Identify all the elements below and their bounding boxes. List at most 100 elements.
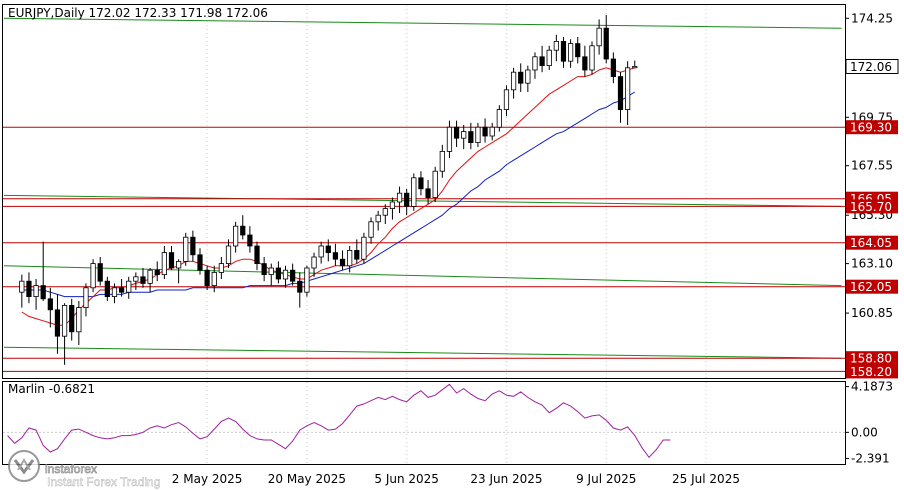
candle-body: [218, 263, 224, 273]
candle-body: [375, 214, 381, 223]
candle-body: [325, 245, 331, 253]
level-label: 165.70: [850, 200, 892, 214]
level-label-box: [846, 364, 898, 379]
candle-body: [47, 298, 53, 311]
candle: [304, 265, 310, 297]
candle-body: [147, 269, 153, 284]
candle: [339, 250, 346, 271]
candle-body: [197, 254, 203, 271]
candle: [19, 274, 25, 308]
current-price-box: [845, 58, 899, 74]
candle-body: [233, 225, 239, 247]
candle-body: [183, 236, 189, 262]
candle: [553, 34, 559, 62]
watermark-brand: instaforex: [45, 462, 97, 476]
candle: [54, 294, 61, 354]
candle: [632, 60, 638, 69]
candle-body: [290, 269, 296, 282]
candle: [425, 180, 431, 205]
candle-body: [161, 252, 167, 276]
candle: [83, 283, 89, 317]
candle-body: [275, 267, 282, 280]
candle-body: [617, 76, 624, 110]
candle-body: [76, 307, 82, 333]
level-label-box: [846, 199, 898, 214]
marlin-pane-frame: [2, 381, 846, 465]
candle-body: [396, 192, 403, 203]
candle-body: [190, 236, 196, 256]
candle: [111, 283, 118, 304]
level-label: 164.05: [850, 236, 892, 250]
candle-body: [575, 43, 581, 58]
candle: [126, 276, 132, 299]
candle-body: [282, 269, 289, 280]
candle: [90, 259, 96, 293]
candle-body: [168, 252, 175, 269]
candle: [468, 122, 474, 150]
candle: [411, 173, 417, 211]
candle: [133, 272, 139, 290]
candle-body: [361, 236, 367, 260]
candle: [503, 85, 510, 117]
level-label: 158.20: [850, 365, 892, 379]
indicator-label: Marlin -0.6821: [8, 382, 95, 396]
candle: [240, 215, 246, 240]
candle-body: [582, 56, 588, 71]
trend-line: [3, 265, 842, 287]
candle-body: [297, 280, 303, 293]
candle: [525, 65, 531, 92]
candle: [332, 243, 339, 266]
candle: [104, 276, 110, 301]
marlin-line: [7, 383, 671, 459]
candle: [567, 39, 574, 68]
candle: [40, 241, 46, 301]
candle: [97, 257, 103, 286]
candle-body: [425, 188, 431, 199]
candle: [69, 298, 75, 341]
trend-line: [3, 17, 842, 29]
ma-slow-line: [21, 91, 636, 298]
candle: [225, 239, 232, 268]
candle: [539, 45, 545, 73]
marlin-pane: 4.1873 0.00 -2.391: [2, 380, 893, 465]
candle-body: [404, 192, 410, 207]
x-tick-label: 23 Jun 2025: [470, 472, 542, 486]
candle-body: [318, 245, 324, 258]
candle: [347, 246, 353, 273]
candle: [389, 197, 396, 220]
candle: [282, 265, 289, 288]
candle-body: [518, 71, 524, 84]
candle: [325, 239, 331, 262]
candle-body: [632, 66, 638, 69]
candle: [603, 15, 609, 64]
candle: [482, 118, 488, 143]
x-tick-label: 20 May 2025: [268, 472, 346, 486]
candle: [375, 210, 381, 231]
candle-body: [61, 304, 68, 337]
candle-body: [126, 280, 132, 293]
candle: [233, 221, 239, 253]
x-tick-label: 5 Jun 2025: [374, 472, 439, 486]
candle: [439, 144, 445, 178]
candle: [118, 279, 125, 297]
candle: [140, 268, 146, 288]
candle: [361, 232, 367, 264]
trend-line: [3, 194, 842, 207]
candle: [204, 265, 210, 290]
candle-body: [90, 263, 96, 289]
ma-fast-line: [21, 67, 635, 326]
candle-body: [389, 201, 396, 209]
candle-body: [268, 267, 274, 275]
candle-body: [589, 45, 595, 71]
candle-body: [510, 71, 517, 91]
candle-body: [118, 287, 125, 293]
candle-body: [461, 131, 467, 139]
candle: [582, 45, 588, 77]
candle: [496, 105, 502, 132]
candle: [596, 19, 602, 55]
candle: [211, 265, 217, 293]
candle: [418, 171, 424, 196]
candle: [297, 272, 303, 308]
candle-body: [446, 126, 453, 152]
